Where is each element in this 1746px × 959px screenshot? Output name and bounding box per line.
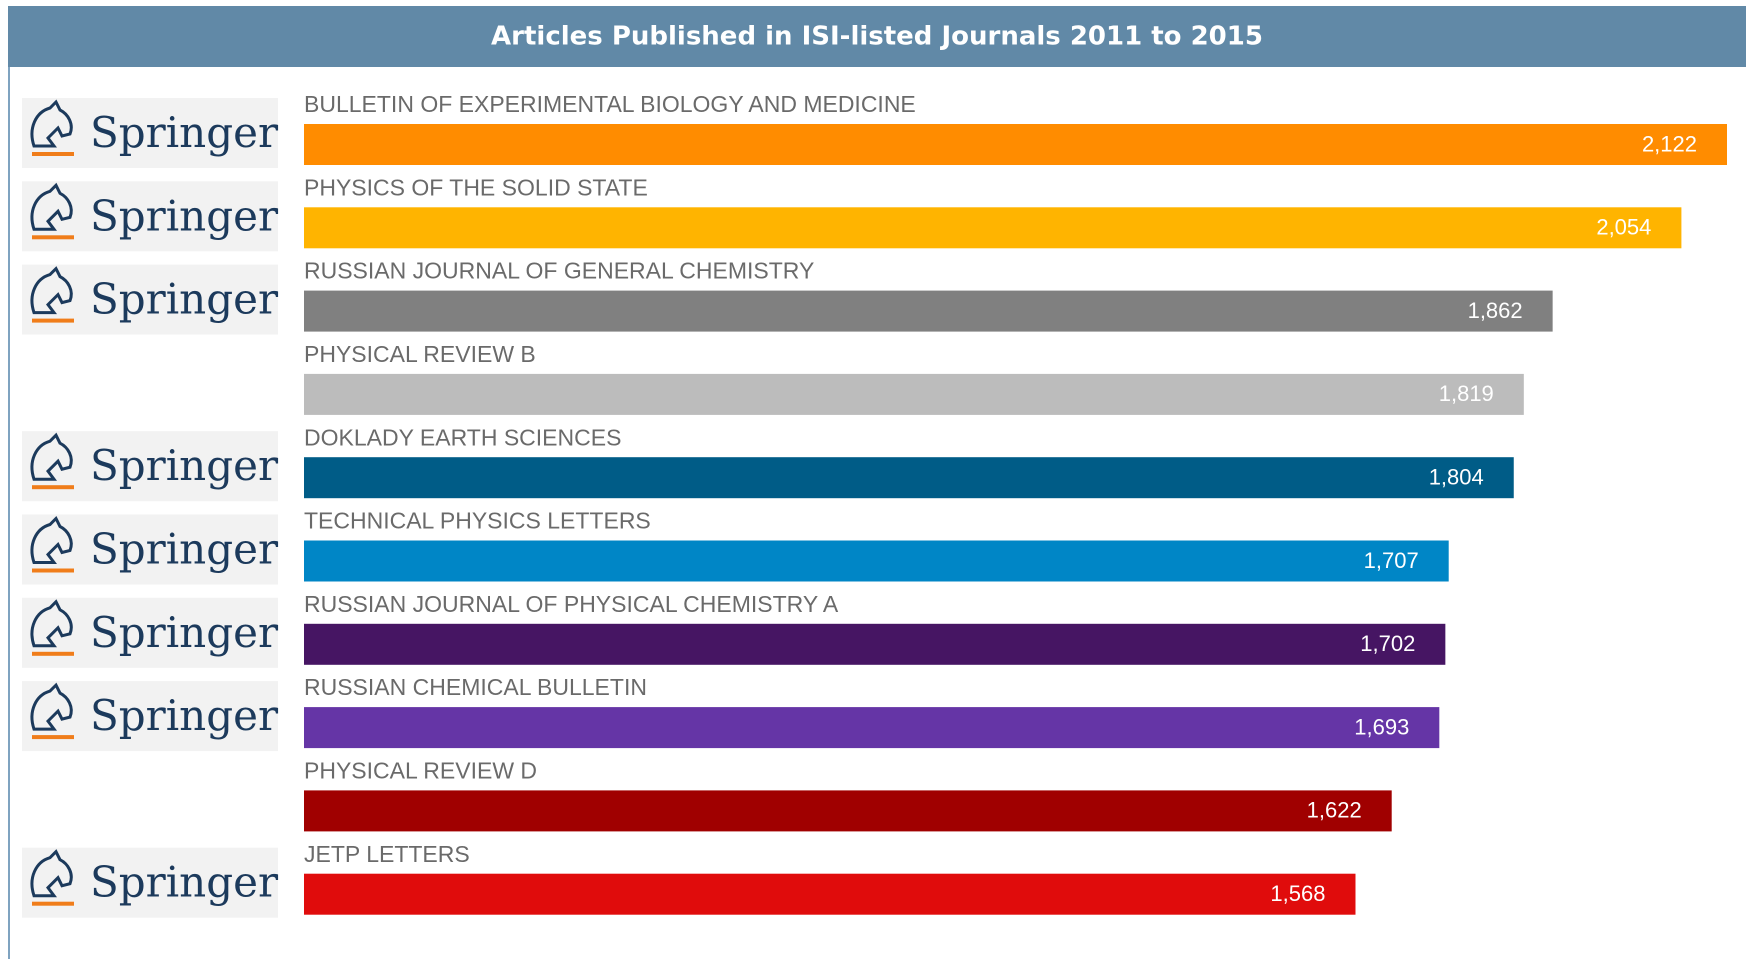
value-label: 1,622	[1307, 798, 1362, 823]
value-label: 1,568	[1270, 881, 1325, 906]
logo-text: Springer	[90, 441, 279, 490]
value-label: 1,862	[1468, 298, 1523, 323]
bar	[304, 540, 1449, 582]
logo: Springer	[22, 98, 279, 168]
logo-text: Springer	[90, 525, 279, 574]
category-label: JETP LETTERS	[304, 841, 470, 867]
category-label: PHYSICAL REVIEW D	[304, 757, 537, 783]
logo-underline	[32, 651, 74, 656]
logo-icon	[30, 182, 73, 231]
logo-icon	[30, 99, 73, 148]
logo-box	[22, 847, 278, 918]
value-label: 2,122	[1642, 131, 1697, 156]
value-label: 1,804	[1429, 465, 1484, 490]
logo-underline	[32, 568, 74, 573]
logo: Springer	[22, 181, 279, 252]
logo: Springer	[22, 431, 279, 502]
logo-box	[22, 597, 278, 668]
value-label: 1,819	[1439, 381, 1494, 406]
logo-icon	[30, 599, 73, 648]
logo-icon	[30, 515, 73, 564]
bar	[304, 207, 1682, 249]
category-label: TECHNICAL PHYSICS LETTERS	[304, 508, 651, 534]
value-label: 1,707	[1364, 548, 1419, 573]
logo-underline	[32, 318, 74, 323]
value-label: 1,693	[1354, 714, 1409, 739]
logo-text: Springer	[90, 108, 279, 157]
bar	[304, 373, 1524, 415]
logo-text: Springer	[90, 191, 279, 240]
logo-underline	[32, 901, 74, 906]
logo-box	[22, 264, 278, 335]
value-label: 2,054	[1596, 215, 1651, 240]
bar	[304, 124, 1727, 165]
category-label: DOKLADY EARTH SCIENCES	[304, 424, 621, 450]
logo-box	[22, 514, 278, 585]
logo-underline	[32, 485, 74, 490]
logo-text: Springer	[90, 275, 279, 324]
logo-icon	[30, 266, 73, 315]
logo: Springer	[22, 847, 279, 918]
logo-icon	[30, 849, 73, 898]
category-label: RUSSIAN JOURNAL OF PHYSICAL CHEMISTRY A	[304, 591, 839, 617]
bar	[304, 623, 1446, 665]
title-bar	[8, 6, 1746, 67]
bar	[304, 457, 1514, 499]
logo-box	[22, 431, 278, 502]
chart-title: Articles Published in ISI-listed Journal…	[491, 22, 1263, 52]
bar	[304, 873, 1356, 915]
logo-underline	[32, 235, 74, 240]
logo-box	[22, 98, 278, 168]
category-label: PHYSICS OF THE SOLID STATE	[304, 174, 648, 200]
bar	[304, 707, 1440, 749]
logo-icon	[30, 682, 73, 731]
logo-underline	[32, 735, 74, 740]
logo: Springer	[22, 597, 279, 668]
logo-text: Springer	[90, 858, 279, 907]
category-label: BULLETIN OF EXPERIMENTAL BIOLOGY AND MED…	[304, 91, 916, 117]
logo-icon	[30, 432, 73, 481]
category-label: RUSSIAN JOURNAL OF GENERAL CHEMISTRY	[304, 258, 814, 284]
logo: Springer	[22, 264, 279, 335]
category-label: RUSSIAN CHEMICAL BULLETIN	[304, 674, 647, 700]
value-label: 1,702	[1360, 631, 1415, 656]
logo-box	[22, 681, 278, 752]
logo: Springer	[22, 514, 279, 585]
bar	[304, 790, 1392, 832]
bar	[304, 290, 1553, 332]
category-label: PHYSICAL REVIEW B	[304, 341, 536, 367]
logo-text: Springer	[90, 608, 279, 657]
logo: Springer	[22, 681, 279, 752]
logo-text: Springer	[90, 691, 279, 740]
logo-box	[22, 181, 278, 252]
logo-underline	[32, 152, 74, 156]
